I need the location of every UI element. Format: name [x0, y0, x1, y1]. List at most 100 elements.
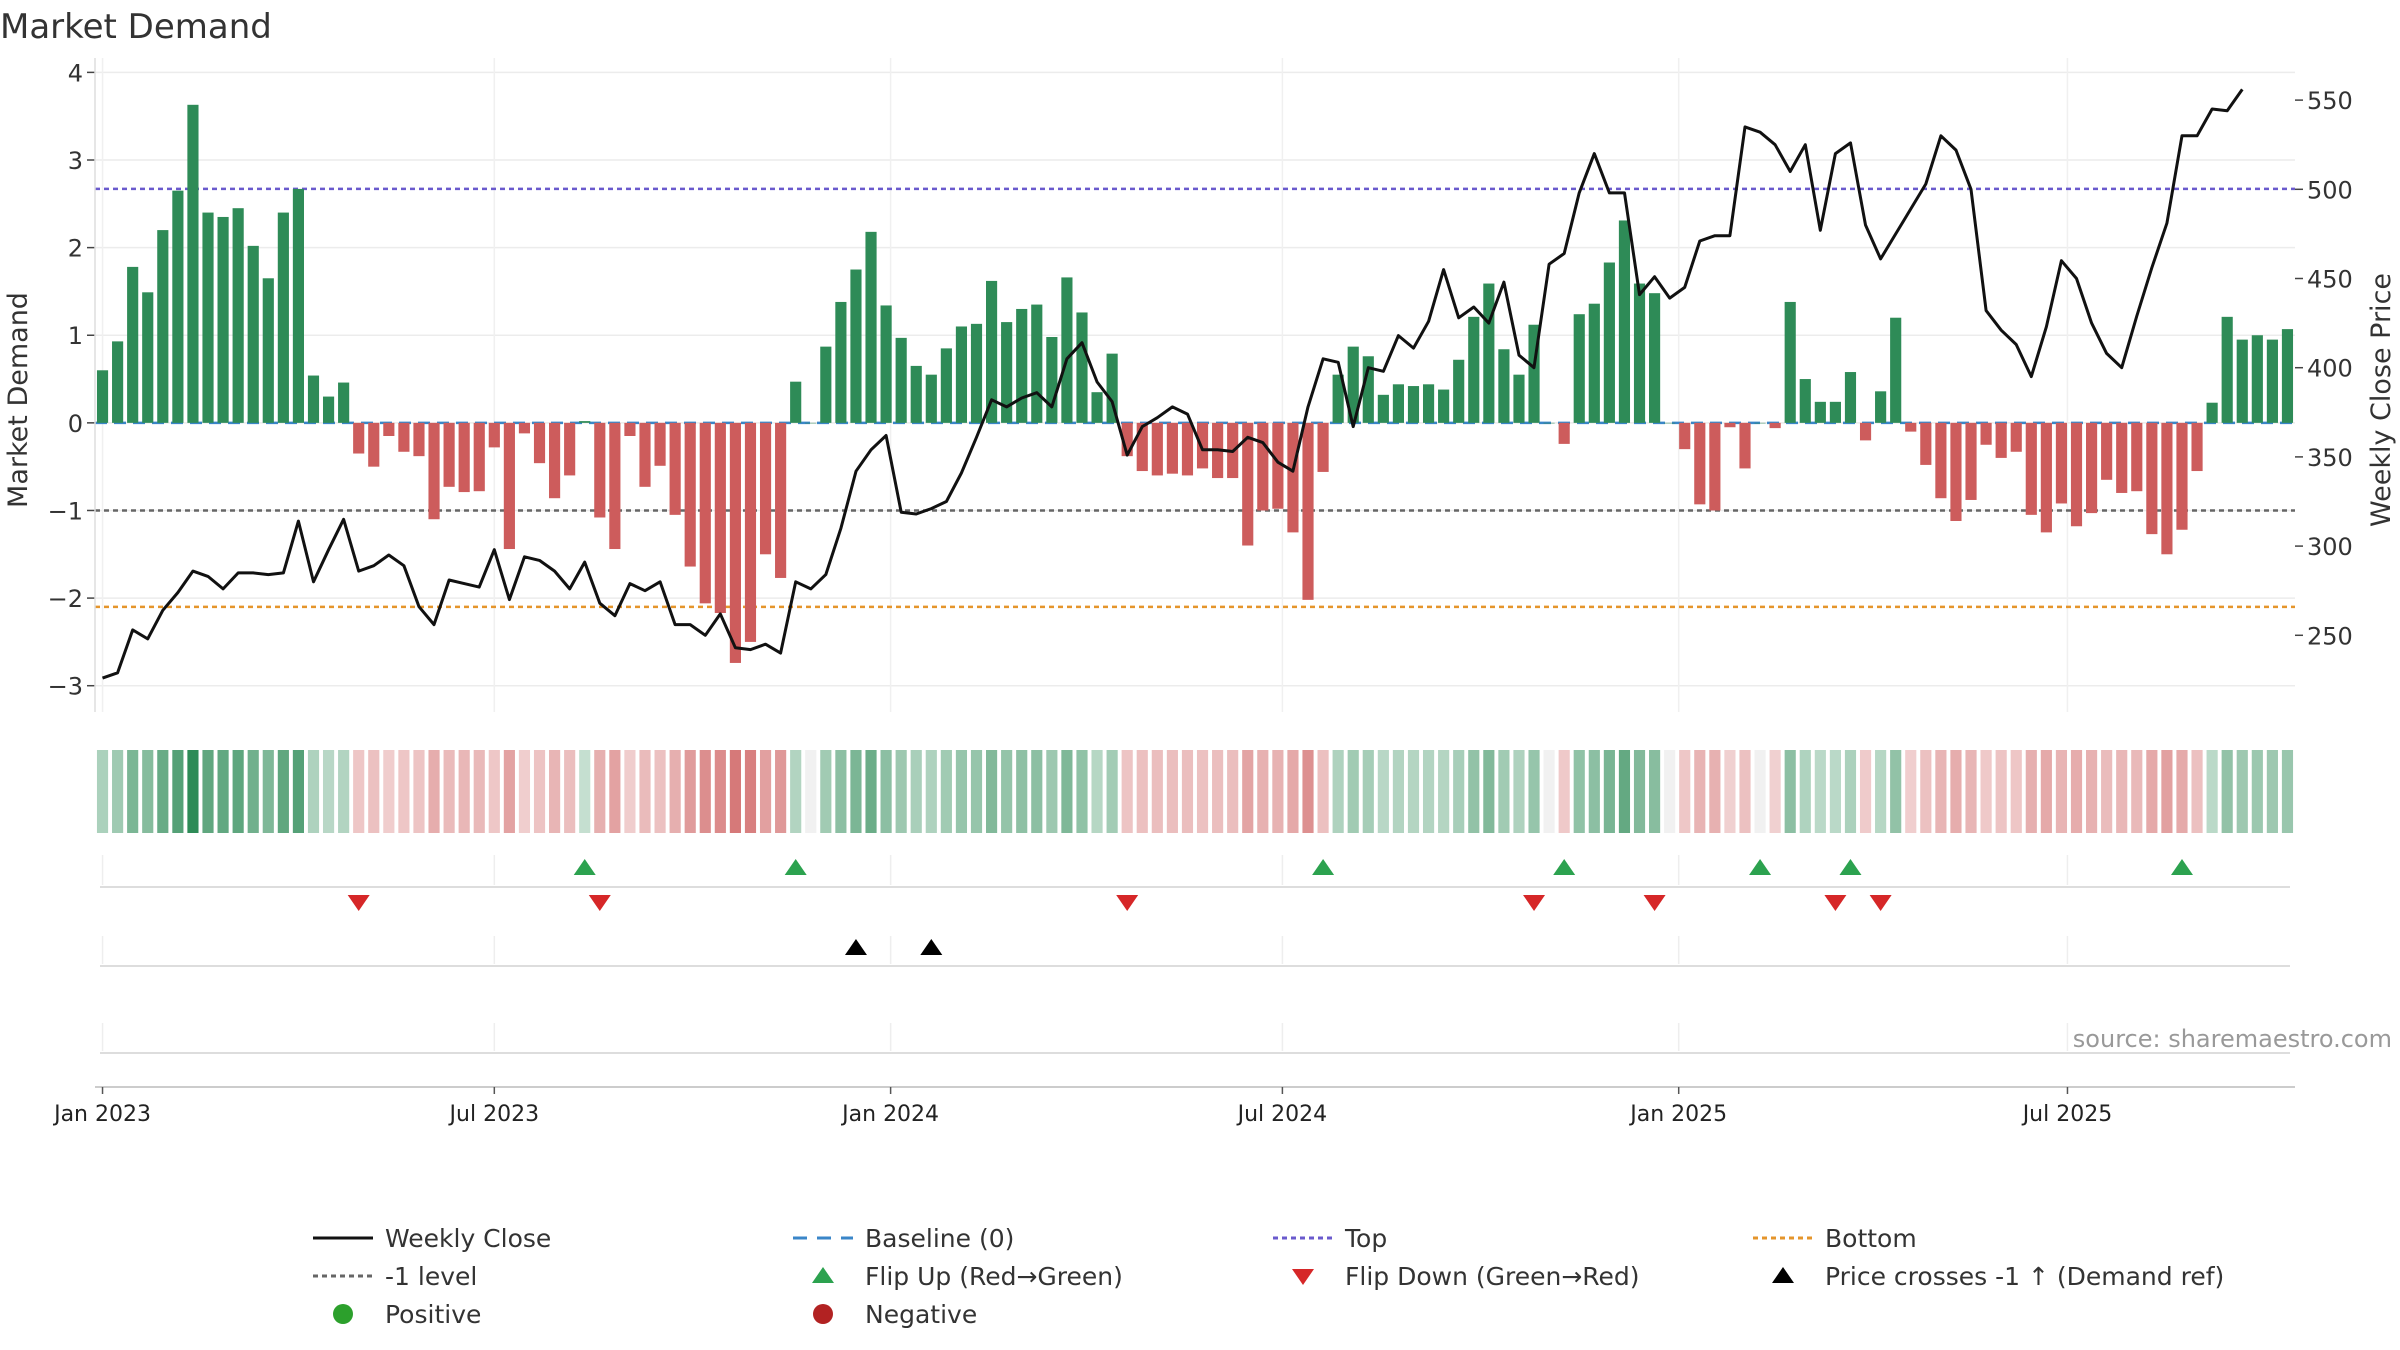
demand-bar	[1302, 422, 1314, 600]
demand-bar	[2206, 402, 2218, 423]
flip-down-marker	[1824, 895, 1847, 911]
demand-bar	[1196, 422, 1209, 469]
demand-bar	[955, 326, 968, 423]
demand-bar	[775, 422, 787, 578]
heat-cell	[2236, 750, 2248, 833]
demand-bar	[2251, 335, 2263, 423]
demand-bar	[2236, 339, 2248, 423]
demand-bar	[1890, 317, 1902, 423]
heat-cell	[2055, 750, 2068, 833]
demand-bar	[307, 375, 320, 423]
demand-bar	[1694, 422, 1706, 505]
demand-bar	[1483, 283, 1495, 423]
heat-cell	[157, 750, 169, 833]
legend-item: Negative	[813, 1300, 977, 1329]
demand-bar	[1438, 389, 1450, 423]
heat-cell	[187, 750, 199, 833]
heat-cell	[594, 750, 606, 833]
legend-label-positive: Positive	[385, 1300, 481, 1329]
heat-cell	[2146, 750, 2158, 833]
legend-item: Flip Up (Red→Green)	[812, 1262, 1123, 1291]
legend-label-top: Top	[1344, 1224, 1387, 1253]
demand-bar	[112, 341, 124, 423]
heat-cell	[2070, 750, 2083, 833]
demand-bar	[729, 422, 741, 663]
y-tick-label-right: 550	[2307, 87, 2353, 115]
flip-down-marker	[1523, 895, 1546, 911]
y-tick-label-right: 350	[2307, 444, 2353, 472]
demand-bar	[1905, 422, 1917, 432]
demand-bar	[1618, 220, 1631, 423]
heat-cell	[1558, 750, 1570, 833]
demand-bar	[699, 422, 711, 604]
demand-bar	[1528, 324, 1540, 423]
axes: 4 3 2 1 0 −1 −2 −3 550 500 450 400 350 300 250	[48, 58, 2353, 712]
x-tick-label: Jul 2023	[448, 1102, 540, 1127]
heat-cell	[1438, 750, 1450, 833]
heat-cell	[1166, 750, 1178, 833]
flip-up-marker	[1312, 859, 1335, 875]
heat-cell	[428, 750, 440, 833]
demand-bar	[1166, 422, 1178, 474]
demand-bar	[1875, 391, 1887, 423]
heat-cell	[1935, 750, 1947, 833]
x-tick-label: Jul 2024	[1236, 1102, 1328, 1127]
demand-bar	[533, 422, 546, 464]
demand-bar	[1016, 308, 1028, 423]
demand-bar	[1588, 303, 1600, 423]
heat-cell	[1362, 750, 1374, 833]
demand-bar	[805, 422, 817, 424]
heat-cell	[1317, 750, 1329, 833]
demand-bar	[1332, 374, 1344, 423]
price-cross-marker	[920, 939, 943, 955]
heat-cell	[775, 750, 787, 833]
demand-bar	[353, 422, 365, 454]
heat-cell	[277, 750, 289, 833]
heat-cell	[895, 750, 907, 833]
heat-cell	[2010, 750, 2022, 833]
demand-bar	[1799, 379, 1811, 423]
heat-cell	[1905, 750, 1917, 833]
demand-bar	[1377, 394, 1389, 423]
y-tick-label-left: −1	[48, 497, 83, 525]
heat-cell	[1603, 750, 1615, 833]
demand-bar	[2146, 422, 2158, 535]
demand-bar	[2101, 422, 2113, 480]
demand-bar	[1965, 422, 1977, 500]
demand-bar	[1920, 422, 1932, 465]
demand-bar	[1046, 336, 1058, 423]
y-tick-label-left: 4	[68, 59, 83, 87]
demand-heat-strip	[96, 750, 2294, 833]
demand-bar	[443, 422, 455, 487]
heat-cell	[202, 750, 214, 833]
heat-cell	[1649, 750, 1661, 833]
demand-bar	[1829, 401, 1841, 423]
flip-down-marker	[1116, 895, 1139, 911]
heat-cell	[232, 750, 244, 833]
demand-bar	[609, 422, 621, 550]
heat-cell	[1498, 750, 1510, 833]
heat-cell	[1242, 750, 1254, 833]
heat-cell	[1875, 750, 1887, 833]
demand-bar	[1980, 422, 1992, 445]
y-tick-label-left: 0	[68, 410, 83, 438]
legend-item: Positive	[333, 1300, 481, 1329]
demand-bar	[247, 245, 259, 423]
demand-bar	[277, 212, 289, 423]
heat-cell	[2176, 750, 2188, 833]
demand-bar	[2221, 316, 2233, 423]
heat-cell	[699, 750, 711, 833]
demand-bar	[1392, 384, 1404, 423]
heat-cell	[1799, 750, 1811, 833]
legend-item: -1 level	[313, 1262, 477, 1291]
heat-cell	[1980, 750, 1992, 833]
heat-cell	[112, 750, 124, 833]
demand-bar	[744, 422, 757, 642]
heat-cell	[2040, 750, 2052, 833]
heat-cell	[835, 750, 847, 833]
heat-cell	[533, 750, 546, 833]
demand-bar	[2281, 329, 2294, 423]
heat-cell	[549, 750, 561, 833]
heat-cell	[307, 750, 320, 833]
demand-bar	[624, 422, 636, 436]
